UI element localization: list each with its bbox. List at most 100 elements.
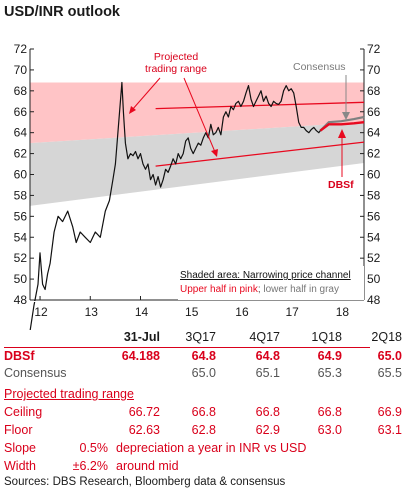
shaded-legend-gray: lower half in gray: [263, 284, 339, 295]
column-header: 31-Jul: [123, 330, 160, 344]
table-cell: 64.188: [121, 349, 160, 363]
y-tick-label: 64: [367, 126, 381, 140]
x-tick-label: 12: [34, 305, 48, 319]
table-cell: 64.9: [317, 349, 342, 363]
projected-arrow-ceiling: [131, 77, 161, 111]
width-value: ±6.2%: [72, 459, 108, 473]
y-tick-label: 68: [367, 84, 381, 98]
x-tick-label: 14: [135, 305, 149, 319]
source-text: Sources: DBS Research, Bloomberg data & …: [4, 476, 286, 488]
usd-inr-chart: 48 48 50 50 52 52 54 54 56 56 58 58 60 60 62 62 64 64 66 66…: [14, 42, 381, 330]
shaded-legend-box: [178, 266, 364, 300]
y-tick-label: 50: [367, 272, 381, 286]
table-cell: 65.3: [317, 366, 342, 380]
y-tick-label: 48: [14, 293, 28, 307]
table-cell: 66.8: [317, 405, 342, 419]
projected-label-line2: trading range: [145, 63, 207, 75]
ceiling-line: [155, 101, 365, 110]
column-header: 4Q17: [249, 330, 280, 344]
y-tick-label: 62: [367, 147, 381, 161]
x-tick-label: 13: [85, 305, 99, 319]
y-tick-label: 60: [14, 168, 28, 182]
y-tick-label: 68: [14, 84, 28, 98]
dbsf-series-line: [319, 121, 365, 132]
plot-clip-edge: [29, 301, 365, 302]
range-section-title: Projected trading range: [4, 387, 134, 401]
channel-upper-area: [30, 82, 364, 144]
usd-inr-series-line: [29, 81, 321, 330]
y-tick-label: 52: [14, 251, 28, 265]
range-row-ceiling: Ceiling 66.72 66.8 66.8 66.8 66.9: [4, 405, 404, 421]
column-header: 1Q18: [311, 330, 342, 344]
row-label: DBSf: [4, 349, 35, 363]
projected-label-line1: Projected: [154, 51, 199, 63]
width-text: around mid: [116, 459, 179, 473]
consensus-arrowhead: [342, 112, 350, 120]
row-label: Slope: [4, 441, 36, 455]
y-tick-label: 70: [14, 63, 28, 77]
range-row-width: Width ±6.2% around mid: [4, 459, 404, 475]
shaded-legend-heading: Shaded area: Narrowing price channel: [180, 270, 351, 281]
table-cell: 62.63: [128, 423, 160, 437]
table-cell: 62.9: [255, 423, 280, 437]
page-title: USD/INR outlook: [4, 4, 120, 20]
row-label: Ceiling: [4, 405, 43, 419]
table-divider: [4, 347, 370, 348]
column-header: 2Q18: [371, 330, 402, 344]
row-label: Floor: [4, 423, 33, 437]
projected-arrowhead: [211, 149, 218, 157]
table-row-dbsf: DBSf 64.188 64.8 64.8 64.9 65.0: [4, 349, 404, 365]
y-tick-label: 54: [367, 230, 381, 244]
floor-line: [155, 141, 365, 167]
slope-text: depreciation a year in INR vs USD: [116, 441, 307, 455]
table-cell: 66.8: [255, 405, 280, 419]
table-cell: 65.5: [377, 366, 402, 380]
y-tick-label: 64: [14, 126, 28, 140]
projected-arrowhead: [129, 106, 136, 114]
shaded-legend-sep: ;: [258, 284, 264, 295]
y-tick-label: 58: [14, 188, 28, 202]
row-label: Consensus: [4, 366, 67, 380]
y-tick-label: 50: [14, 272, 28, 286]
y-tick-label: 66: [367, 105, 381, 119]
table-header-row: 31-Jul 3Q17 4Q17 1Q18 2Q18: [4, 330, 404, 346]
range-row-floor: Floor 62.63 62.8 62.9 63.0 63.1: [4, 423, 404, 439]
x-tick-label: 16: [235, 305, 249, 319]
channel-lower-area: [30, 122, 364, 206]
table-cell: 64.8: [255, 349, 280, 363]
y-tick-label: 62: [14, 147, 28, 161]
range-row-slope: Slope 0.5% depreciation a year in INR vs…: [4, 441, 404, 457]
row-label: Width: [4, 459, 36, 473]
x-tick-label: 15: [185, 305, 199, 319]
projected-arrow-floor: [183, 77, 216, 153]
consensus-label: Consensus: [293, 61, 346, 73]
table-cell: 63.0: [317, 423, 342, 437]
y-tick-label: 58: [367, 188, 381, 202]
table-cell: 65.0: [191, 366, 216, 380]
y-tick-label: 66: [14, 105, 28, 119]
table-cell: 63.1: [377, 423, 402, 437]
source-note: Sources: DBS Research, Bloomberg data & …: [4, 476, 404, 492]
shaded-legend-detail: Upper half in pink; lower half in gray: [180, 284, 339, 295]
y-tick-label: 70: [367, 63, 381, 77]
table-cell: 62.8: [191, 423, 216, 437]
y-tick-label: 48: [367, 293, 381, 307]
y-tick-label: 60: [367, 168, 381, 182]
dbsf-arrowhead: [338, 129, 346, 138]
y-tick-label: 72: [14, 42, 28, 56]
table-cell: 65.0: [377, 349, 402, 363]
column-header: 3Q17: [185, 330, 216, 344]
y-tick-label: 52: [367, 251, 381, 265]
slope-value: 0.5%: [79, 441, 109, 455]
y-tick-label: 56: [367, 209, 381, 223]
table-cell: 65.1: [255, 366, 280, 380]
x-tick-label: 18: [336, 305, 350, 319]
table-cell: 64.8: [191, 349, 216, 363]
table-row-consensus: Consensus 65.0 65.1 65.3 65.5: [4, 366, 404, 382]
dbsf-label: DBSf: [328, 179, 354, 191]
shaded-legend-pink: Upper half in pink: [180, 284, 259, 295]
y-tick-label: 54: [14, 230, 28, 244]
y-tick-label: 56: [14, 209, 28, 223]
y-tick-label: 72: [367, 42, 381, 56]
table-cell: 66.72: [128, 405, 160, 419]
